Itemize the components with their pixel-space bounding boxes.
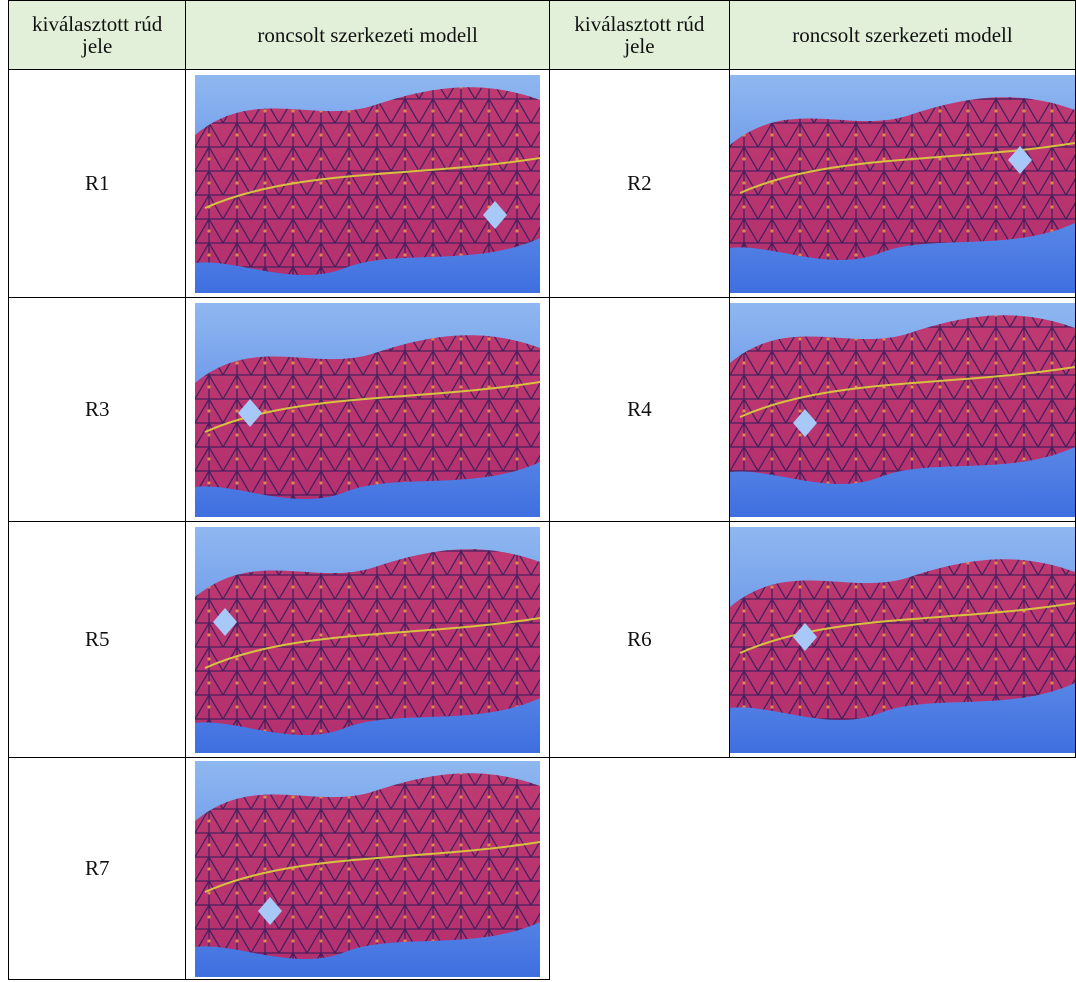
header-cell: kiválasztott rúd jele	[9, 1, 186, 70]
model-cell	[186, 522, 549, 758]
model-image	[195, 303, 540, 517]
model-image	[195, 761, 540, 977]
model-image	[730, 75, 1075, 293]
model-image	[195, 75, 540, 293]
rod-label: R6	[549, 522, 729, 758]
rod-label: R5	[9, 522, 186, 758]
empty-cell	[549, 758, 1075, 980]
page: kiválasztott rúd jeleroncsolt szerkezeti…	[0, 0, 1076, 982]
model-image	[730, 303, 1075, 517]
header-cell: roncsolt szerkezeti modell	[186, 1, 549, 70]
model-cell	[729, 70, 1075, 298]
header-cell: kiválasztott rúd jele	[549, 1, 729, 70]
model-image	[195, 527, 540, 753]
table-row: R5 R6	[9, 522, 1076, 758]
model-cell	[186, 70, 549, 298]
table-row: R3 R4	[9, 298, 1076, 522]
table-row: R1 R2	[9, 70, 1076, 298]
table-row: R7	[9, 758, 1076, 980]
rod-label: R7	[9, 758, 186, 980]
table-body: R1 R2 R3	[9, 70, 1076, 980]
model-image	[730, 527, 1075, 753]
rod-label: R1	[9, 70, 186, 298]
model-cell	[186, 298, 549, 522]
model-cell	[729, 522, 1075, 758]
rod-label: R3	[9, 298, 186, 522]
header-cell: roncsolt szerkezeti modell	[729, 1, 1075, 70]
model-cell	[729, 298, 1075, 522]
rod-label: R2	[549, 70, 729, 298]
rod-label: R4	[549, 298, 729, 522]
model-cell	[186, 758, 549, 980]
